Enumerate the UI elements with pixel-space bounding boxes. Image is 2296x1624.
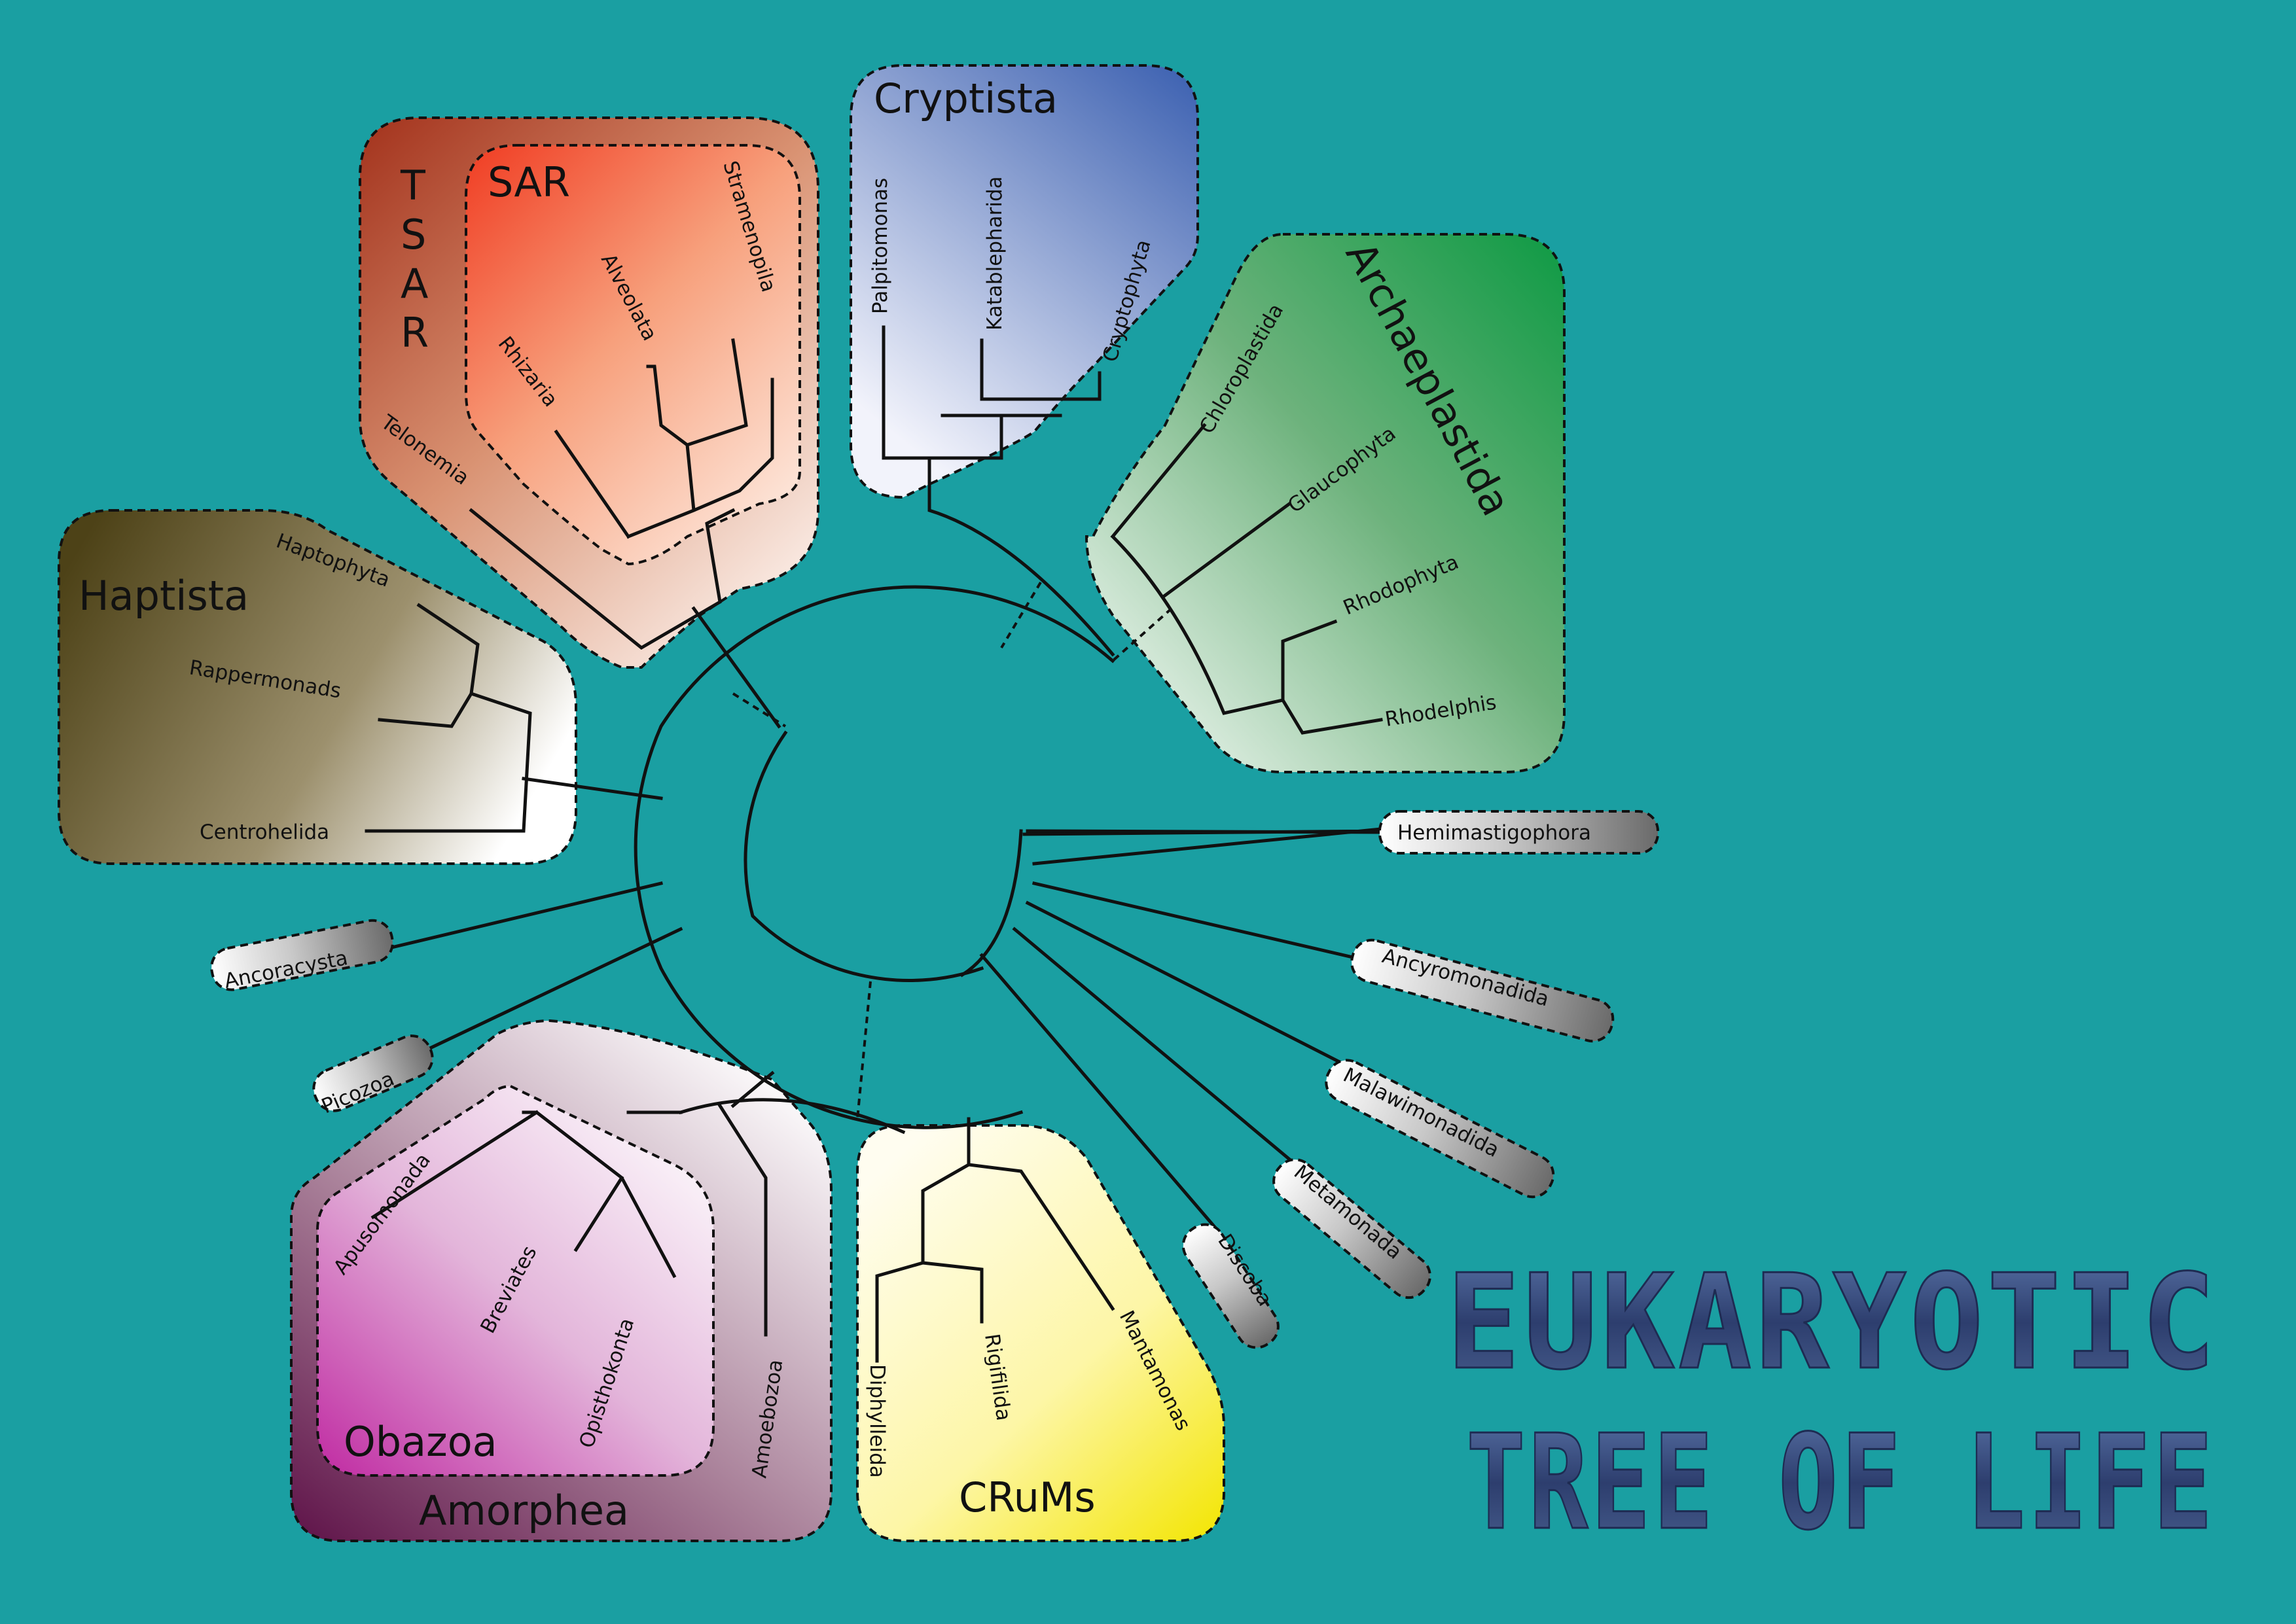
discoba-pill <box>1181 1223 1280 1349</box>
haptista-branches <box>365 603 663 833</box>
taxon-centrohelida: Centrohelida <box>200 821 329 844</box>
haptista-box <box>58 509 577 865</box>
cryptista-branches <box>882 325 1115 657</box>
amorphea-label: Amorphea <box>419 1487 629 1534</box>
sar-box <box>465 144 801 566</box>
title-line-1: EUKARYOTIC <box>1446 1246 2219 1399</box>
crums-label: CRuMs <box>959 1474 1096 1521</box>
tsar-label-t: T <box>400 162 426 209</box>
archaeplastida-box <box>1085 233 1566 773</box>
dashed-link-crypt <box>1000 581 1042 649</box>
haptista-label: Haptista <box>79 572 249 620</box>
tsar-label-s: S <box>401 211 426 258</box>
dashed-link-tsar <box>732 692 787 728</box>
taxon-palpitomonas: Palpitomonas <box>869 178 892 314</box>
crums-branches <box>875 1117 1115 1363</box>
amorphea-branches <box>370 1070 906 1337</box>
metamonada-pill <box>1272 1158 1431 1299</box>
ancoracysta-branch <box>384 881 664 951</box>
hemimastigophora-pill <box>1378 810 1659 855</box>
taxon-katablepharida: Katablepharida <box>983 176 1007 330</box>
taxon-diphylleida: Diphylleida <box>865 1364 889 1478</box>
taxon-hemimastigophora: Hemimastigophora <box>1397 821 1591 845</box>
tsar-label-r: R <box>401 309 429 357</box>
root-ring-right <box>960 829 1023 978</box>
title-line-2: TREE OF LIFE <box>1466 1407 2215 1559</box>
right-clade-branches <box>979 826 1403 1233</box>
tsar-label-a: A <box>401 260 428 308</box>
picozoa-branch <box>416 927 683 1056</box>
malawimonadida-pill <box>1325 1059 1555 1199</box>
ancyromonadida-pill <box>1350 938 1615 1043</box>
obazoa-label: Obazoa <box>344 1418 497 1466</box>
cryptista-label: Cryptista <box>874 75 1058 122</box>
sar-label: SAR <box>488 158 570 206</box>
archaeplastida-branches <box>1110 423 1383 735</box>
obazoa-box <box>316 1084 715 1477</box>
root-ring-inner <box>744 730 984 982</box>
crums-box <box>856 1124 1225 1542</box>
dashed-link-arch <box>1111 607 1173 662</box>
tsar-branches <box>469 338 781 729</box>
dashed-link-crums <box>856 981 872 1120</box>
cryptista-box <box>850 64 1199 499</box>
hemimastigophora-branch <box>1026 829 1390 834</box>
ancoracysta-pill <box>210 919 394 991</box>
root-ring-outer <box>634 585 1115 1129</box>
picozoa-pill <box>312 1034 434 1112</box>
